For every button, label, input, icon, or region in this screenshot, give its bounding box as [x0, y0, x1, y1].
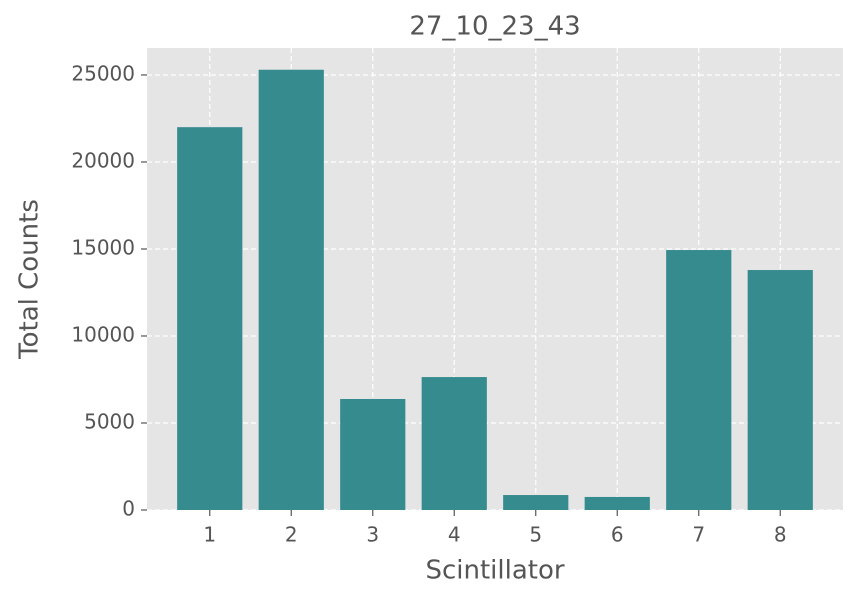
bar [340, 398, 406, 510]
bar [584, 496, 650, 510]
chart-title: 27_10_23_43 [409, 12, 580, 42]
y-tick-label: 25000 [71, 61, 135, 85]
bar [666, 250, 732, 511]
plot-area [147, 48, 843, 510]
bar [421, 377, 487, 510]
bar [747, 270, 813, 510]
bar [258, 69, 324, 511]
y-tick-label: 5000 [84, 409, 135, 433]
bar [503, 495, 569, 510]
y-tick-label: 0 [122, 497, 135, 521]
y-axis-label: Total Counts [15, 199, 45, 360]
y-tick-label: 20000 [71, 148, 135, 172]
x-tick-label: 2 [285, 523, 298, 547]
x-tick-label: 5 [529, 523, 542, 547]
x-tick-label: 4 [448, 523, 461, 547]
x-axis-label: Scintillator [425, 556, 564, 586]
bar [177, 127, 243, 510]
x-tick-label: 6 [611, 523, 624, 547]
y-tick-label: 10000 [71, 322, 135, 346]
x-tick-label: 8 [774, 523, 787, 547]
y-tick-label: 15000 [71, 235, 135, 259]
x-tick-label: 3 [366, 523, 379, 547]
x-tick-label: 7 [692, 523, 705, 547]
x-tick-label: 1 [203, 523, 216, 547]
